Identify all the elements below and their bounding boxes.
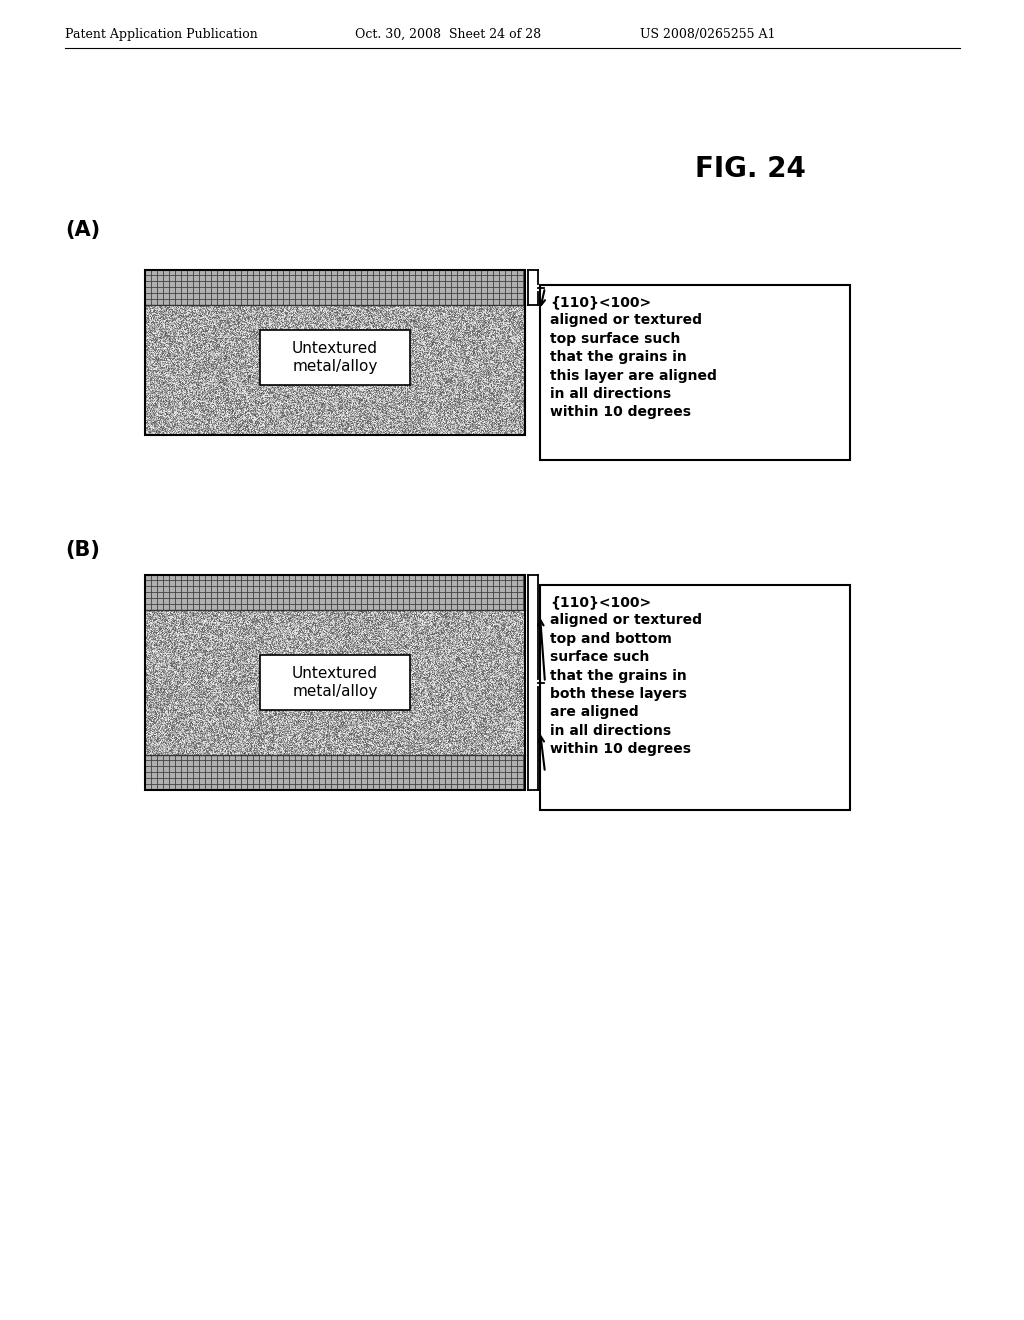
- Bar: [540, 285, 850, 459]
- Text: Patent Application Publication: Patent Application Publication: [65, 28, 258, 41]
- Text: US 2008/0265255 A1: US 2008/0265255 A1: [640, 28, 775, 41]
- Text: Untextured
metal/alloy: Untextured metal/alloy: [292, 342, 378, 374]
- Text: {110}<100>
aligned or textured
top surface such
that the grains in
this layer ar: {110}<100> aligned or textured top surfa…: [550, 294, 717, 420]
- Text: {110}<100>
aligned or textured
top and bottom
surface such
that the grains in
bo: {110}<100> aligned or textured top and b…: [550, 595, 702, 756]
- Text: Oct. 30, 2008  Sheet 24 of 28: Oct. 30, 2008 Sheet 24 of 28: [355, 28, 541, 41]
- Bar: [145, 576, 525, 610]
- Bar: [145, 755, 525, 789]
- Text: (B): (B): [65, 540, 100, 560]
- Bar: [260, 655, 410, 710]
- Bar: [145, 576, 525, 789]
- Text: FIG. 24: FIG. 24: [695, 154, 806, 183]
- Bar: [260, 330, 410, 385]
- Bar: [145, 271, 525, 436]
- Bar: [145, 271, 525, 305]
- Text: Untextured
metal/alloy: Untextured metal/alloy: [292, 667, 378, 698]
- Text: (A): (A): [65, 220, 100, 240]
- Bar: [540, 585, 850, 810]
